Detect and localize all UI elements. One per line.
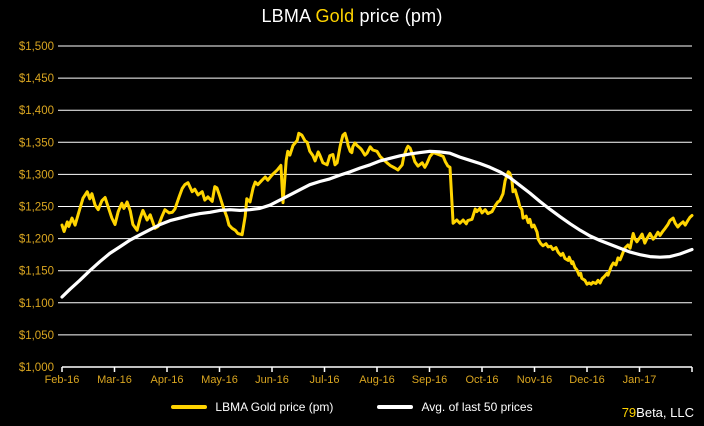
y-tick-label: $1,000 [19,362,54,374]
credit-prefix: 79 [621,405,637,420]
gold-price-line [60,131,694,286]
avg-line-swatch [377,405,414,409]
x-tick-label: Apr-16 [150,374,183,386]
x-tick-label: May-16 [201,374,238,386]
x-tick-label: Jun-16 [255,374,289,386]
x-tick-label: Jul-16 [310,374,340,386]
x-tick-label: Oct-16 [465,374,498,386]
y-tick-label: $1,150 [19,266,54,278]
avg-price-line [60,149,694,299]
chart-title: LBMA Gold price (pm) [0,6,704,27]
legend-item-average: Avg. of last 50 prices [377,400,533,414]
chart-title-suffix: price (pm) [354,6,443,26]
x-tick-label: Nov-16 [517,374,552,386]
legend-item-gold-price: LBMA Gold price (pm) [171,400,333,414]
x-tick-label: Dec-16 [569,374,604,386]
legend-label-average: Avg. of last 50 prices [421,400,533,414]
x-tick-label: Jan-17 [623,374,657,386]
y-tick-label: $1,350 [19,137,54,149]
chart-title-gold-word: Gold [315,6,355,26]
credit-text: 79Beta, LLC [622,405,694,420]
legend-label-gold-price: LBMA Gold price (pm) [215,400,334,414]
y-tick-label: $1,250 [19,202,54,214]
x-tick-label: Aug-16 [359,374,394,386]
gold-line-swatch [171,405,208,409]
x-tick-label: Feb-16 [45,374,80,386]
y-tick-label: $1,100 [19,298,54,310]
y-tick-label: $1,200 [19,234,54,246]
credit-suffix: Beta, LLC [636,405,694,420]
y-tick-label: $1,050 [19,330,54,342]
y-tick-label: $1,500 [19,41,54,53]
x-tick-label: Sep-16 [412,374,447,386]
y-tick-label: $1,300 [19,169,54,181]
x-tick-label: Mar-16 [97,374,132,386]
y-tick-label: $1,450 [19,73,54,85]
y-tick-label: $1,400 [19,105,54,117]
legend: LBMA Gold price (pm) Avg. of last 50 pri… [0,400,704,414]
chart-title-prefix: LBMA [261,6,316,26]
